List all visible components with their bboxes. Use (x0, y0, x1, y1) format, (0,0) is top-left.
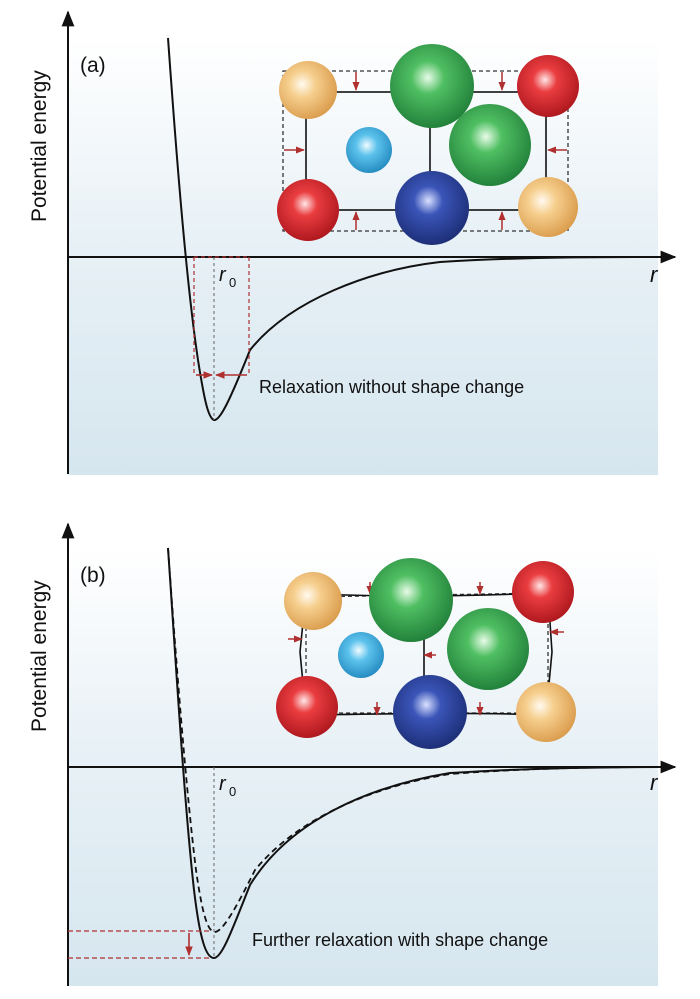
atom-red-bottom-left (277, 179, 339, 241)
annotation: Relaxation without shape change (259, 377, 524, 397)
r0-label: r (219, 264, 227, 286)
annotation: Further relaxation with shape change (252, 930, 548, 950)
crystal-inset (277, 44, 579, 245)
atom-green-center (449, 104, 531, 186)
atom-lightblue-center (338, 632, 384, 678)
panel-a: (a) Potential energy r r 0 Relaxation wi… (0, 0, 700, 480)
crystal-inset (276, 558, 576, 749)
y-axis-label: Potential energy (28, 70, 51, 222)
panel-label: (b) (80, 564, 106, 587)
atom-red-top-right (512, 561, 574, 623)
panel-b: (b) Potential energy r r 0 Further relax… (0, 500, 700, 999)
panel-label: (a) (80, 54, 106, 77)
outer-dashed-frame (305, 592, 549, 714)
atom-green-top (390, 44, 474, 128)
x-axis-label: r (650, 262, 659, 287)
potential-curve (167, 37, 661, 421)
atom-orange-bottom-right (516, 682, 576, 742)
potential-curve-relaxed (167, 547, 661, 960)
panel-a-figure: (a) Potential energy r r 0 Relaxation wi… (28, 10, 677, 475)
atom-green-top (369, 558, 453, 642)
r0-subscript: 0 (229, 784, 236, 799)
atom-orange-bottom-right (518, 177, 578, 237)
potential-curve-original (167, 547, 661, 933)
r0-label: r (219, 773, 227, 795)
atom-red-bottom-left (276, 676, 338, 738)
atom-orange-top-left (279, 61, 337, 119)
x-axis-label: r (650, 770, 659, 795)
atom-blue-bottom (395, 171, 469, 245)
atom-lightblue-center (346, 127, 392, 173)
r0-subscript: 0 (229, 275, 236, 290)
atom-green-center (447, 608, 529, 690)
atom-red-top-right (517, 55, 579, 117)
atom-blue-bottom (393, 675, 467, 749)
y-axis-label: Potential energy (28, 580, 51, 732)
atom-orange-top-left (284, 572, 342, 630)
panel-b-figure: (b) Potential energy r r 0 Further relax… (28, 522, 677, 986)
